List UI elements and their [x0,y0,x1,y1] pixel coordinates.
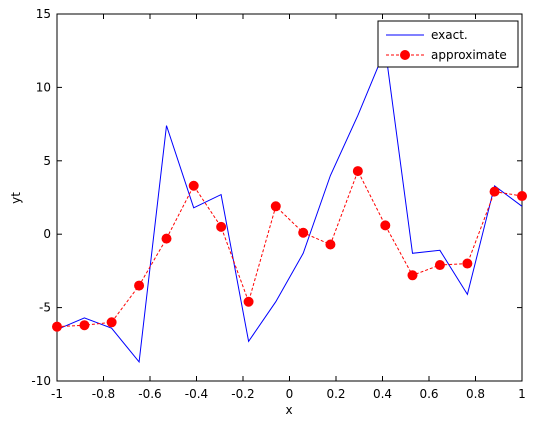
data-point [106,317,117,328]
x-tick-label: 0.8 [466,387,485,401]
x-axis-label: x [285,403,292,417]
legend-marker-approximate [400,50,410,60]
y-tick-label: -10 [31,374,51,388]
x-tick-label: 0.6 [419,387,438,401]
data-point [352,166,363,177]
y-axis-tick-labels: -10 -5 0 5 10 15 [31,7,51,388]
y-tick-label: 0 [43,227,51,241]
data-point [161,233,172,244]
plot-frame [56,13,523,382]
x-tick-label: 1 [518,387,526,401]
legend: exact. approximate [377,20,519,68]
x-tick-label: -0.8 [92,387,115,401]
y-tick-label: 10 [36,80,51,94]
y-axis-label: yt [9,192,23,204]
data-point [462,258,473,269]
x-tick-label: 0.2 [326,387,345,401]
data-point [188,180,199,191]
data-point [407,270,418,281]
data-point [243,296,254,307]
data-point [380,220,391,231]
x-tick-label: -1 [51,387,63,401]
axis-ticks [56,13,523,382]
data-point [52,321,62,332]
data-point [517,191,527,202]
data-point [434,260,445,271]
x-tick-label: -0.2 [231,387,254,401]
series-line-0 [56,47,523,364]
legend-label-exact: exact. [431,28,468,42]
data-point [325,239,336,250]
x-tick-label: 0 [286,387,294,401]
x-tick-label: -0.6 [138,387,161,401]
data-point [298,227,309,238]
y-tick-label: 5 [43,154,51,168]
y-tick-label: 15 [36,7,51,21]
data-point [270,201,281,212]
x-tick-label: 0.4 [373,387,392,401]
data-point [79,320,90,331]
x-axis-tick-labels: -1 -0.8 -0.6 -0.4 -0.2 0 0.2 0.4 0.6 0.8 1 [51,387,526,401]
data-point [134,280,145,291]
data-point [216,221,227,232]
legend-label-approximate: approximate [431,48,507,62]
x-tick-label: -0.4 [185,387,208,401]
series-layer [52,47,527,364]
legend-box [377,20,519,68]
data-point [489,186,500,197]
y-tick-label: -5 [39,301,51,315]
